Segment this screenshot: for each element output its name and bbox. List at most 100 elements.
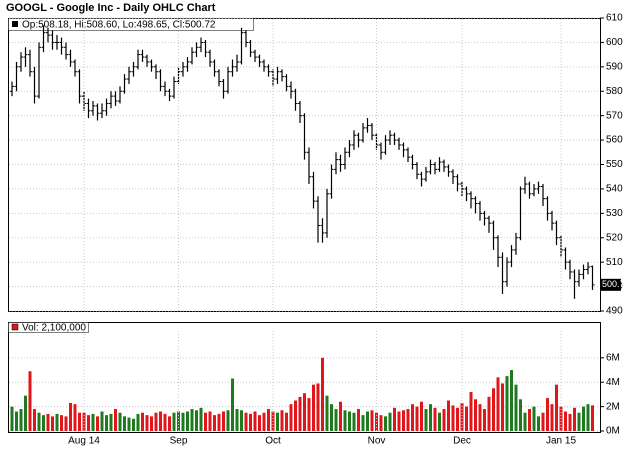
- volume-bar: [303, 393, 306, 431]
- volume-bar: [510, 370, 513, 431]
- volume-bar: [496, 377, 500, 431]
- y-tick-label: 530: [606, 208, 623, 219]
- y-tick-label: 4M: [606, 377, 620, 388]
- x-tick-label: Sep: [170, 436, 188, 447]
- volume-bar: [501, 383, 504, 431]
- volume-bar: [37, 412, 41, 431]
- volume-bar: [586, 404, 590, 431]
- volume-bar: [555, 384, 558, 431]
- volume-bar: [253, 411, 257, 431]
- y-tick-label: 600: [606, 37, 623, 48]
- volume-bar: [370, 410, 374, 431]
- volume-bar: [276, 412, 279, 431]
- volume-bar: [159, 411, 162, 431]
- volume-bar: [456, 407, 459, 431]
- volume-bar: [69, 402, 72, 431]
- volume-bar: [240, 410, 243, 431]
- y-tick-label: 570: [606, 110, 623, 121]
- volume-bar: [15, 411, 18, 431]
- volume-bar: [591, 405, 594, 431]
- volume-bar: [136, 413, 140, 431]
- volume-bar: [406, 409, 410, 431]
- volume-bar: [474, 399, 477, 431]
- volume-bar: [24, 395, 27, 431]
- volume-bar: [91, 413, 95, 431]
- y-tick-label: 520: [606, 232, 623, 243]
- volume-bar: [163, 413, 167, 431]
- volume-bar: [397, 411, 401, 431]
- volume-bar: [78, 412, 81, 431]
- volume-bar: [222, 411, 225, 431]
- volume-bar: [168, 416, 171, 431]
- volume-bar: [519, 399, 522, 431]
- volume-bar: [73, 404, 77, 431]
- volume-bar: [325, 395, 329, 431]
- y-tick-label: 610: [606, 13, 623, 24]
- volume-bar: [285, 412, 288, 431]
- volume-bar: [393, 407, 396, 431]
- volume-bar: [537, 416, 540, 431]
- volume-bar: [316, 383, 320, 431]
- volume-bar: [564, 411, 567, 431]
- volume-bar: [492, 388, 495, 431]
- volume-bar: [294, 400, 297, 431]
- volume-bar: [231, 378, 234, 431]
- volume-bar: [424, 409, 428, 431]
- volume-bar: [208, 411, 212, 431]
- y-tick-label: 2M: [606, 401, 620, 412]
- volume-bar: [141, 412, 144, 431]
- volume-bar: [339, 401, 342, 431]
- x-tick-label: Oct: [265, 436, 281, 447]
- volume-bar: [258, 415, 261, 431]
- volume-bar: [366, 411, 369, 431]
- y-tick-label: 550: [606, 159, 623, 170]
- volume-bar: [28, 371, 32, 431]
- volume-bar: [415, 406, 419, 431]
- volume-bar: [114, 409, 117, 431]
- volume-bar: [186, 411, 189, 431]
- volume-bar: [505, 376, 509, 431]
- volume-bar: [357, 409, 360, 431]
- volume-bar: [150, 416, 153, 431]
- volume-bar: [465, 406, 468, 431]
- volume-bar: [96, 416, 99, 431]
- volume-bar: [55, 413, 59, 431]
- volume-bar: [451, 405, 455, 431]
- volume-bar: [483, 409, 486, 431]
- volume-bar: [118, 412, 122, 431]
- volume-bar: [429, 404, 432, 431]
- y-tick-label: 510: [606, 257, 623, 268]
- volume-bar: [402, 410, 405, 431]
- volume-bar: [379, 415, 383, 431]
- volume-bar: [546, 398, 549, 431]
- volume-bar: [577, 412, 581, 431]
- volume-bar: [469, 391, 473, 431]
- volume-bar: [132, 418, 135, 431]
- volume-bar: [442, 409, 446, 431]
- volume-bar: [181, 412, 185, 431]
- volume-bar: [312, 384, 315, 431]
- volume-bar: [289, 404, 293, 431]
- x-tick-label: Dec: [453, 436, 471, 447]
- volume-bar: [514, 384, 518, 431]
- volume-bar: [487, 396, 491, 431]
- volume-bar: [388, 412, 392, 431]
- y-tick-label: 6M: [606, 352, 620, 363]
- last-price-label: 500.72: [602, 279, 630, 289]
- volume-bar: [348, 411, 351, 431]
- volume-bar: [60, 415, 63, 431]
- volume-bar: [361, 415, 365, 431]
- volume-bar: [523, 412, 527, 431]
- volume-bar: [267, 409, 270, 431]
- volume-bar: [528, 409, 531, 431]
- last-price-box: [601, 278, 621, 291]
- volume-bar: [532, 406, 536, 431]
- volume-bar: [321, 357, 324, 431]
- y-tick-label: 560: [606, 135, 623, 146]
- y-tick-label: 580: [606, 86, 623, 97]
- volume-legend-swatch: [11, 323, 19, 331]
- volume-bar: [384, 416, 387, 431]
- volume-bar: [568, 413, 572, 431]
